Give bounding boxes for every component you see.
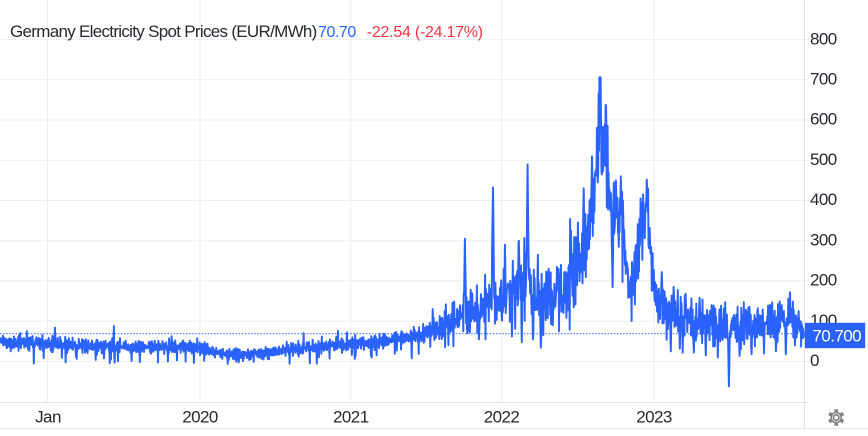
svg-text:300: 300 [810,230,837,249]
svg-text:Jan: Jan [35,407,61,426]
svg-text:0: 0 [810,351,819,370]
svg-text:2023: 2023 [636,407,672,426]
svg-text:400: 400 [810,190,837,209]
svg-text:-22.54 (-24.17%): -22.54 (-24.17%) [367,24,483,41]
svg-text:700: 700 [810,70,837,89]
svg-text:70.70: 70.70 [318,24,356,41]
svg-text:2020: 2020 [182,407,218,426]
svg-text:500: 500 [810,150,837,169]
svg-text:200: 200 [810,271,837,290]
svg-text:800: 800 [810,29,837,48]
svg-text:2022: 2022 [484,407,520,426]
svg-text:70.700: 70.700 [812,326,861,345]
svg-text:2021: 2021 [333,407,369,426]
svg-text:600: 600 [810,110,837,129]
svg-text:Germany Electricity Spot Price: Germany Electricity Spot Prices (EUR/MWh… [10,22,317,41]
